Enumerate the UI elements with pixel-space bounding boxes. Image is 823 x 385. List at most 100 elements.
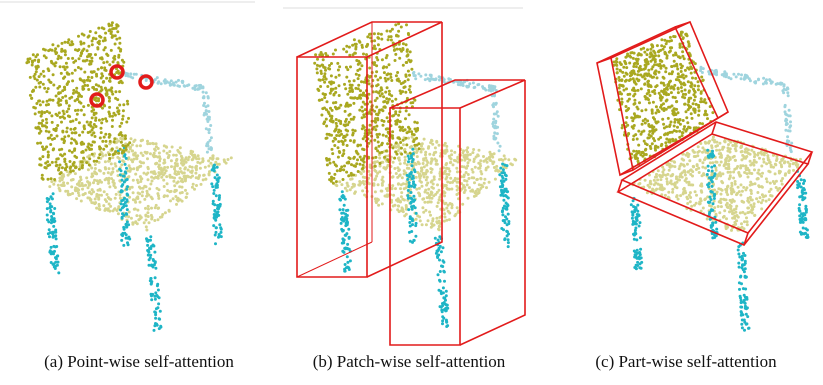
point (202, 96, 205, 99)
point (87, 88, 90, 91)
point (395, 172, 398, 175)
point (148, 221, 151, 224)
point (379, 90, 382, 93)
point (119, 194, 122, 197)
point (345, 76, 348, 79)
point (59, 65, 62, 68)
point (381, 58, 384, 61)
point (71, 79, 74, 82)
point (654, 70, 657, 73)
point (326, 100, 329, 103)
point (45, 145, 48, 148)
point (478, 183, 481, 186)
point (742, 201, 745, 204)
point (197, 176, 200, 179)
point (756, 191, 759, 194)
point (507, 220, 510, 223)
point (505, 202, 508, 205)
point (126, 185, 129, 188)
point (699, 184, 702, 187)
point (206, 118, 209, 121)
point (757, 200, 760, 203)
point (69, 120, 72, 123)
point (166, 166, 169, 169)
point (639, 236, 642, 239)
point (57, 261, 60, 264)
point (79, 102, 82, 105)
point (154, 276, 157, 279)
point (665, 67, 668, 70)
point (388, 63, 391, 66)
point (398, 80, 401, 83)
point (769, 170, 772, 173)
point (401, 176, 404, 179)
point (152, 245, 155, 248)
point (749, 198, 752, 201)
point (126, 100, 129, 103)
point (734, 215, 737, 218)
point (446, 324, 449, 327)
point (740, 77, 743, 80)
point (154, 172, 157, 175)
point (686, 202, 689, 205)
point (218, 163, 221, 166)
point (390, 35, 393, 38)
point (684, 69, 687, 72)
point (447, 173, 450, 176)
point (651, 132, 654, 135)
point (690, 112, 693, 115)
point (679, 173, 682, 176)
point (43, 54, 46, 57)
point (78, 134, 81, 137)
point (482, 155, 485, 158)
point (438, 144, 441, 147)
point (325, 157, 328, 160)
point (108, 167, 111, 170)
point (702, 172, 705, 175)
point (501, 185, 504, 188)
point (417, 72, 420, 75)
point (507, 241, 510, 244)
point (123, 175, 126, 178)
point (41, 119, 44, 122)
point (136, 209, 139, 212)
point (397, 30, 400, 33)
point (72, 164, 75, 167)
point (45, 121, 48, 124)
point (618, 87, 621, 90)
point (56, 124, 59, 127)
point (423, 201, 426, 204)
point (205, 109, 208, 112)
point (361, 127, 364, 130)
point (625, 66, 628, 69)
point (127, 117, 130, 120)
point (338, 150, 341, 153)
point (327, 110, 330, 113)
point (655, 105, 658, 108)
point (467, 173, 470, 176)
point (175, 203, 178, 206)
point (34, 126, 37, 129)
point (749, 204, 752, 207)
point (314, 53, 317, 56)
point (330, 120, 333, 123)
point (644, 67, 647, 70)
point (124, 134, 127, 137)
point (58, 111, 61, 114)
point (326, 163, 329, 166)
point (438, 220, 441, 223)
point (632, 138, 635, 141)
point (164, 211, 167, 214)
point (60, 56, 63, 59)
point (156, 187, 159, 190)
point (159, 172, 162, 175)
point (52, 192, 55, 195)
point (804, 205, 807, 208)
point (342, 48, 345, 51)
point (120, 199, 123, 202)
point (661, 118, 664, 121)
point (91, 172, 94, 175)
point (51, 161, 54, 164)
point (152, 142, 155, 145)
point (94, 163, 97, 166)
